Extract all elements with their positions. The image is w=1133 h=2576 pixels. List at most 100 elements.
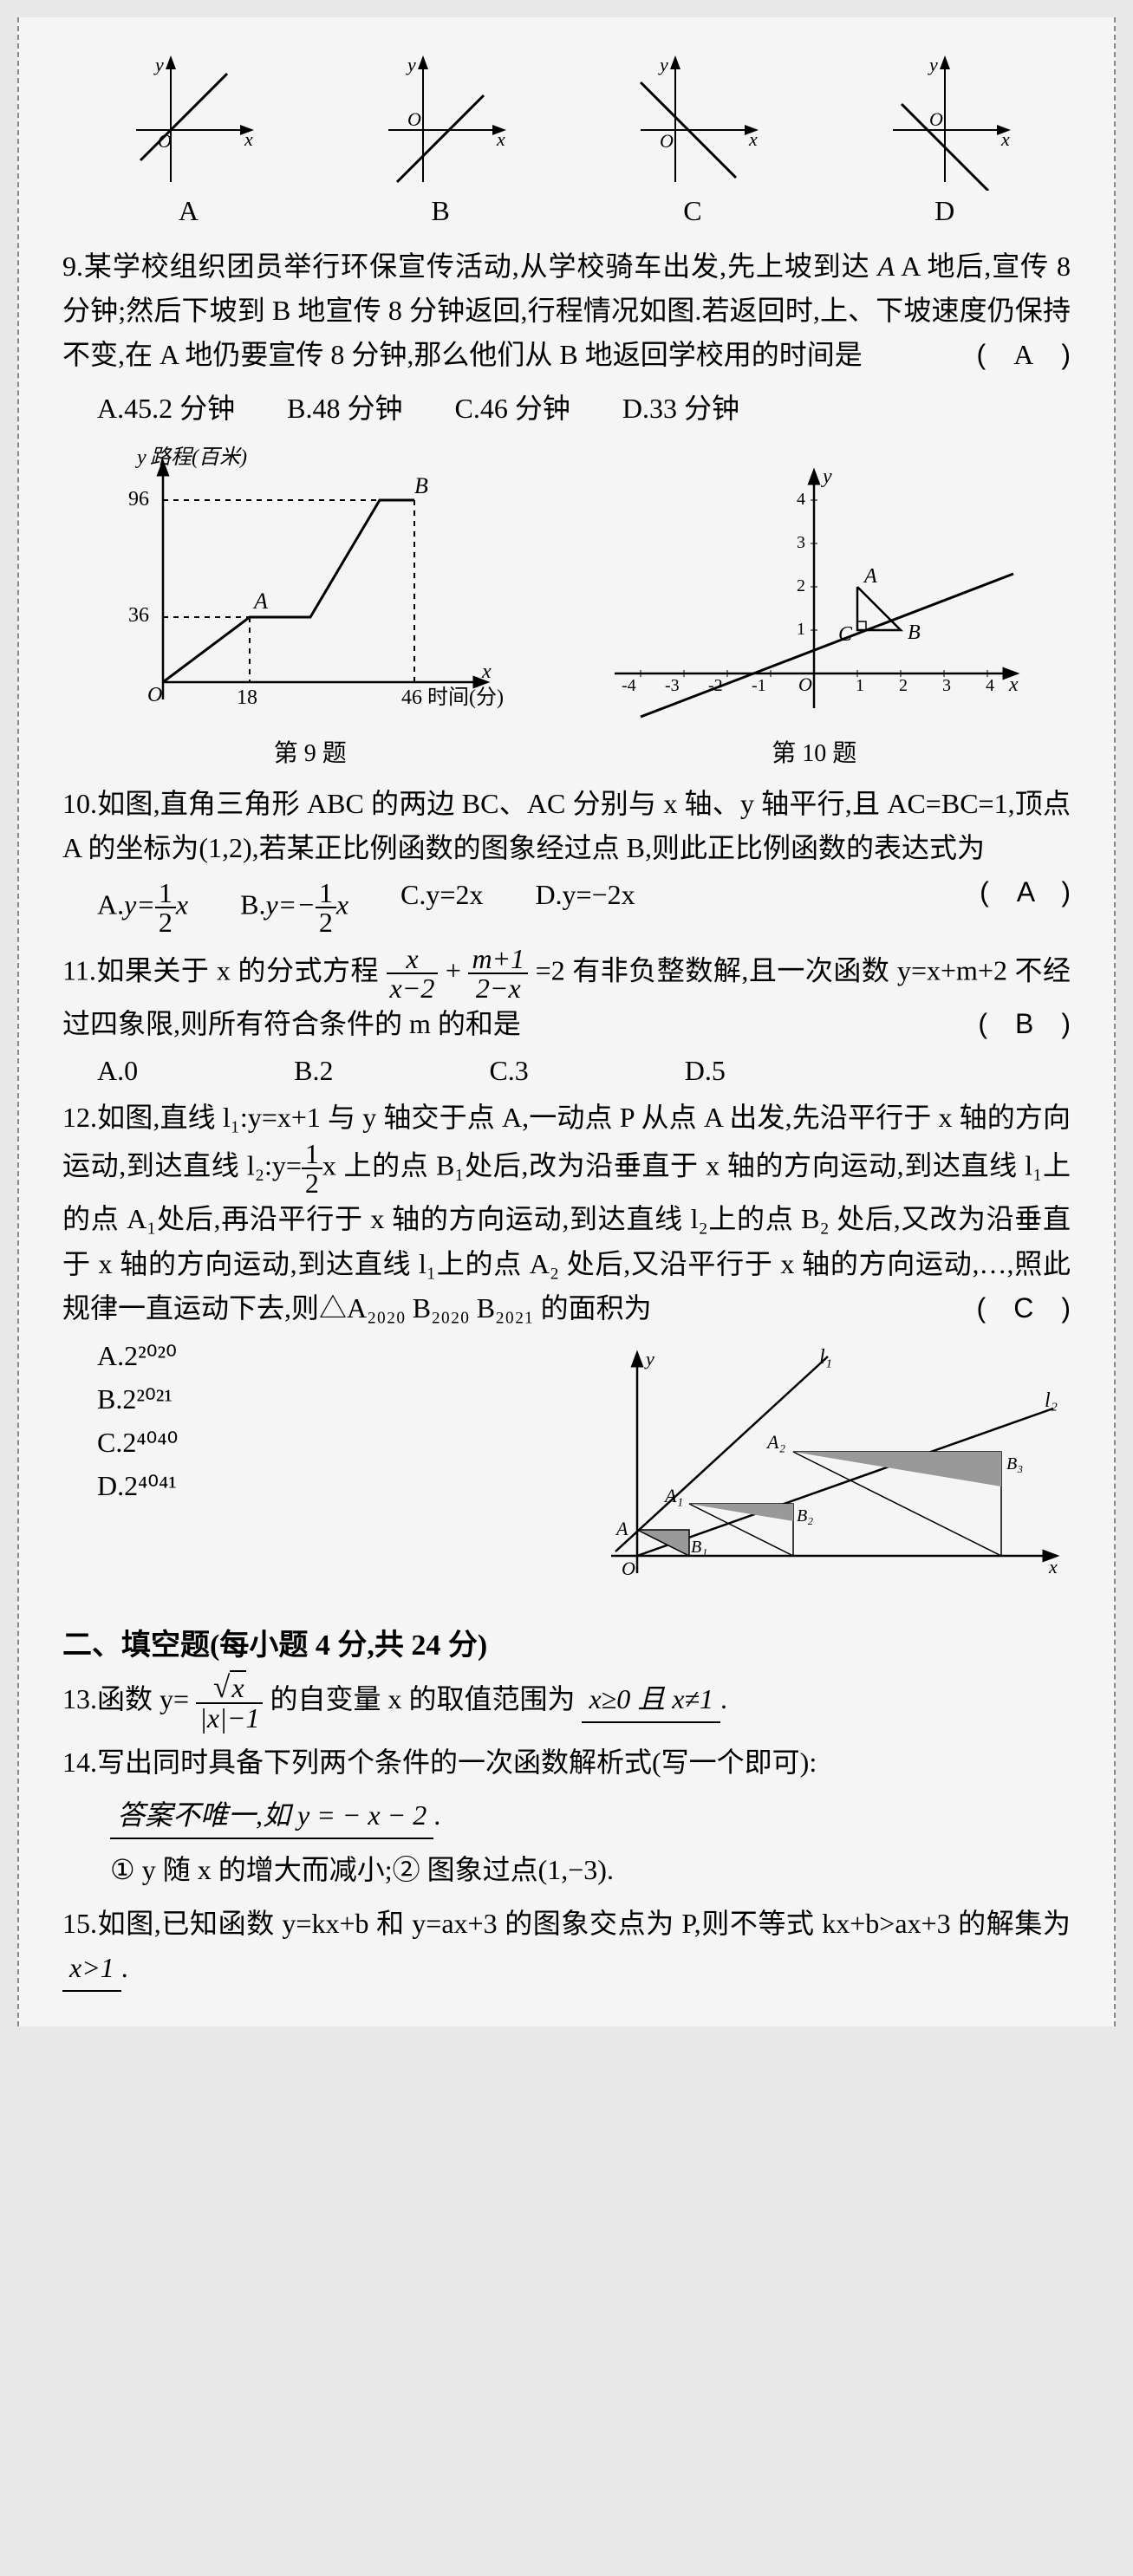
graph-A-svg: x y O (119, 52, 257, 191)
svg-text:l₂: l₂ (1045, 1389, 1058, 1412)
svg-text:O: O (660, 130, 674, 152)
graph-C-svg: x y O (623, 52, 762, 191)
q11-options: A.0 B.2 C.3 D.5 (97, 1055, 1071, 1087)
svg-text:x: x (1008, 673, 1019, 696)
svg-text:B₃: B₃ (1006, 1454, 1023, 1473)
svg-text:x: x (748, 128, 758, 150)
svg-text:O: O (929, 108, 943, 130)
figure-10: x y O -4-3-2-1 1234 1234 (597, 457, 1031, 769)
q9-opt-C: C.46 分钟 (454, 387, 570, 426)
svg-text:-4: -4 (622, 676, 636, 695)
svg-text:4: 4 (986, 676, 994, 695)
q10-opt-D: D.y=−2x (535, 879, 635, 936)
question-9: 9.某学校组织团员举行环保宣传活动,从学校骑车出发,先上坡到达 A A 地后,宣… (62, 244, 1071, 378)
svg-text:y: y (153, 54, 164, 75)
q14-conditions: ① y 随 x 的增大而减小;② 图象过点(1,−3). (62, 1848, 1071, 1892)
q14-num: 14. (62, 1747, 97, 1778)
figure-12: O y x l₁ l₂ A A₁ A₂ B₁ B₂ (585, 1339, 1071, 1603)
section-2-title: 二、填空题(每小题 4 分,共 24 分) (62, 1621, 1071, 1663)
q9-opt-D: D.33 分钟 (622, 387, 739, 426)
q9-answer: ( A ) (977, 333, 1071, 377)
q9-chart-svg: 路程(百米) y 96 36 18 46 O A B x 时 (102, 439, 518, 725)
question-12: 12.如图,直线 l₁:y=x+1 与 y 轴交于点 A,一动点 P 从点 A … (62, 1096, 1071, 1330)
svg-text:B₂: B₂ (797, 1506, 813, 1525)
figures-9-10: 路程(百米) y 96 36 18 46 O A B x 时 (62, 439, 1071, 769)
svg-text:-3: -3 (665, 676, 680, 695)
graph-D-svg: x y O (876, 52, 1014, 191)
svg-text:O: O (407, 108, 421, 130)
q10-opt-C: C.y=2x (400, 879, 483, 936)
q11-text-1: 如果关于 x 的分式方程 (96, 954, 387, 986)
svg-text:A: A (252, 589, 268, 614)
q11-opt-D: D.5 (685, 1055, 726, 1087)
svg-text:C: C (838, 623, 853, 646)
caption-9: 第 9 题 (102, 734, 518, 769)
graph-B-svg: x y O (371, 52, 510, 191)
svg-text:46: 46 (401, 686, 422, 709)
q13-answer: x≥0 且 x≠1 (582, 1677, 720, 1723)
q13-text-2: 的自变量 x 的取值范围为 (270, 1683, 575, 1714)
q11-opt-C: C.3 (489, 1055, 528, 1087)
q9-opt-B: B.48 分钟 (287, 387, 402, 426)
svg-text:36: 36 (128, 604, 149, 627)
q10-num: 10. (62, 788, 97, 819)
svg-text:18: 18 (237, 686, 257, 709)
question-10: 10.如图,直角三角形 ABC 的两边 BC、AC 分别与 x 轴、y 轴平行,… (62, 782, 1071, 870)
svg-text:y: y (644, 1348, 654, 1369)
svg-text:2: 2 (797, 576, 805, 595)
q12-options-and-chart: A.2²⁰²⁰ B.2²⁰²¹ C.2⁴⁰⁴⁰ D.2⁴⁰⁴¹ O y x l₁… (62, 1339, 1071, 1603)
q10-answer: ( A ) (980, 870, 1071, 914)
svg-text:x: x (481, 660, 492, 683)
q12-options: A.2²⁰²⁰ B.2²⁰²¹ C.2⁴⁰⁴⁰ D.2⁴⁰⁴¹ (97, 1339, 178, 1502)
exam-page: x y O A x y O B x y O (17, 17, 1116, 2026)
svg-text:x: x (1000, 128, 1010, 150)
svg-text:O: O (798, 673, 812, 695)
graph-option-A: x y O A (119, 52, 257, 227)
q12-opt-B: B.2²⁰²¹ (97, 1382, 178, 1415)
graph-option-B: x y O B (371, 52, 510, 227)
svg-text:y: y (928, 54, 938, 75)
svg-text:3: 3 (797, 533, 805, 552)
svg-text:A₂: A₂ (765, 1431, 785, 1453)
label-C: C (623, 195, 762, 227)
q14-answer: 答案不唯一,如 y = − x − 2 (110, 1793, 433, 1839)
svg-text:O: O (147, 684, 162, 706)
q9-options: A.45.2 分钟 B.48 分钟 C.46 分钟 D.33 分钟 (97, 387, 1071, 426)
svg-text:时间(分): 时间(分) (427, 686, 504, 709)
svg-text:B₁: B₁ (691, 1538, 707, 1557)
svg-text:y: y (821, 465, 832, 488)
svg-text:O: O (622, 1558, 635, 1579)
svg-text:-1: -1 (752, 676, 766, 695)
question-15: 15.如图,已知函数 y=kx+b 和 y=ax+3 的图象交点为 P,则不等式… (62, 1902, 1071, 1992)
svg-text:y: y (658, 54, 668, 75)
svg-text:1: 1 (856, 676, 864, 695)
figure-9: 路程(百米) y 96 36 18 46 O A B x 时 (102, 439, 518, 769)
q14-text-1: 写出同时具备下列两个条件的一次函数解析式(写一个即可): (97, 1747, 817, 1778)
svg-text:y: y (406, 54, 416, 75)
q10-opt-A: A.y=12x (97, 879, 188, 936)
q12-answer: ( C ) (977, 1286, 1071, 1330)
q12-opt-C: C.2⁴⁰⁴⁰ (97, 1426, 178, 1459)
q9-num: 9. (62, 250, 83, 282)
q10-opt-B: B.y=−12x (240, 879, 348, 936)
caption-10: 第 10 题 (597, 734, 1031, 769)
q15-num: 15. (62, 1908, 97, 1939)
label-D: D (876, 195, 1014, 227)
svg-text:x: x (244, 128, 253, 150)
q12-num: 12. (62, 1102, 97, 1133)
svg-text:3: 3 (942, 676, 951, 695)
q11-opt-B: B.2 (294, 1055, 333, 1087)
q9-opt-A: A.45.2 分钟 (97, 387, 235, 426)
svg-text:4: 4 (797, 490, 805, 509)
svg-text:x: x (496, 128, 505, 150)
q12-chart-svg: O y x l₁ l₂ A A₁ A₂ B₁ B₂ (585, 1339, 1071, 1599)
q10-text: 如图,直角三角形 ABC 的两边 BC、AC 分别与 x 轴、y 轴平行,且 A… (62, 788, 1071, 863)
label-A: A (119, 195, 257, 227)
question-14: 14.写出同时具备下列两个条件的一次函数解析式(写一个即可): (62, 1740, 1071, 1785)
q11-opt-A: A.0 (97, 1055, 138, 1087)
svg-text:2: 2 (899, 676, 908, 695)
svg-text:O: O (158, 130, 172, 152)
svg-text:A₁: A₁ (663, 1485, 683, 1506)
q10-chart-svg: x y O -4-3-2-1 1234 1234 (597, 457, 1031, 725)
svg-text:B: B (414, 473, 428, 498)
